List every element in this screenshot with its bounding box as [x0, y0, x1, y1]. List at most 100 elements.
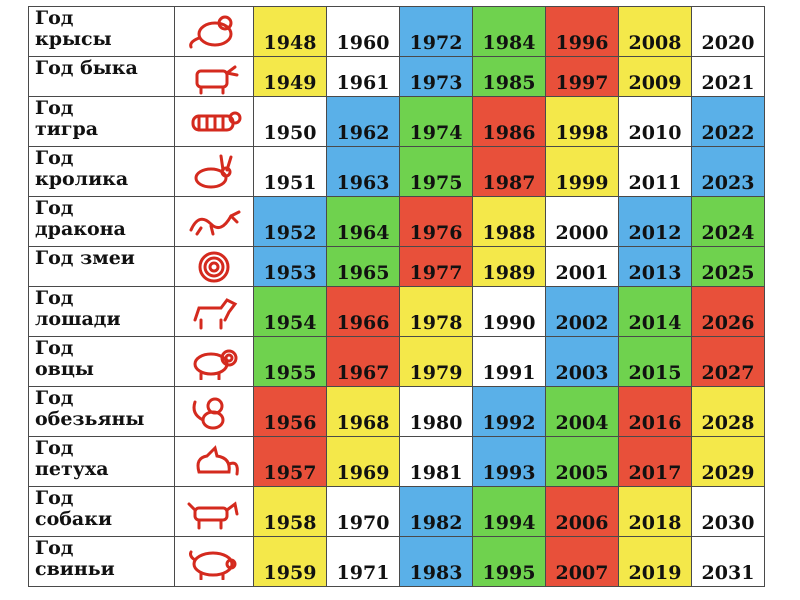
year-cell: 2030	[691, 486, 765, 537]
year-cell: 1956	[253, 386, 327, 437]
table-row: Год быка 1949 1961 1973 1985 1997 2009 2021	[28, 56, 765, 97]
year-cell: 1997	[545, 56, 619, 97]
year-cell: 1952	[253, 196, 327, 247]
table-row: Год лошади 1954 1966 1978 1990 2002 2014 2026	[28, 286, 765, 337]
table-row: Год петуха 1957 1969 1981 1993 2005 2017 2029	[28, 436, 765, 487]
year-cell: 1980	[399, 386, 473, 437]
year-cell: 1961	[326, 56, 400, 97]
tiger-icon	[175, 104, 253, 140]
monkey-icon	[175, 394, 253, 430]
zodiac-name: Год собаки	[28, 486, 175, 537]
year-cell: 2016	[618, 386, 692, 437]
year-cell: 1958	[253, 486, 327, 537]
year-cell: 2023	[691, 146, 765, 197]
year-cell: 1999	[545, 146, 619, 197]
year-cell: 1948	[253, 6, 327, 57]
year-cell: 2002	[545, 286, 619, 337]
year-cell: 2028	[691, 386, 765, 437]
year-cell: 1965	[326, 246, 400, 287]
year-cell: 2006	[545, 486, 619, 537]
ox-icon	[175, 59, 253, 95]
zodiac-table: Год крысы 1948 1960 1972 1984 1996 2008 2020 Год…	[28, 6, 765, 587]
year-cell: 1974	[399, 96, 473, 147]
year-cell: 2003	[545, 336, 619, 387]
table-row: Год обезьяны 1956 1968 1980 1992 2004 2016 2028	[28, 386, 765, 437]
zodiac-name: Год крысы	[28, 6, 175, 57]
pig-icon	[175, 544, 253, 580]
year-cell: 2021	[691, 56, 765, 97]
year-cell: 1976	[399, 196, 473, 247]
zodiac-icon-cell	[174, 436, 254, 487]
table-row: Год собаки 1958 1970 1982 1994 2006 2018 2030	[28, 486, 765, 537]
year-cell: 2012	[618, 196, 692, 247]
table-row: Год крысы 1948 1960 1972 1984 1996 2008 2020	[28, 6, 765, 57]
year-cell: 1993	[472, 436, 546, 487]
year-cell: 1955	[253, 336, 327, 387]
year-cell: 1972	[399, 6, 473, 57]
year-cell: 1967	[326, 336, 400, 387]
year-cell: 1996	[545, 6, 619, 57]
year-cell: 2007	[545, 536, 619, 587]
year-cell: 2031	[691, 536, 765, 587]
year-cell: 1975	[399, 146, 473, 197]
year-cell: 2025	[691, 246, 765, 287]
year-cell: 1981	[399, 436, 473, 487]
year-cell: 2027	[691, 336, 765, 387]
year-cell: 2022	[691, 96, 765, 147]
zodiac-name: Год быка	[28, 56, 175, 97]
year-cell: 1969	[326, 436, 400, 487]
year-cell: 1983	[399, 536, 473, 587]
year-cell: 1985	[472, 56, 546, 97]
year-cell: 1960	[326, 6, 400, 57]
year-cell: 1954	[253, 286, 327, 337]
rat-icon	[175, 14, 253, 50]
year-cell: 2019	[618, 536, 692, 587]
zodiac-name: Год тигра	[28, 96, 175, 147]
year-cell: 2024	[691, 196, 765, 247]
year-cell: 1968	[326, 386, 400, 437]
dog-icon	[175, 494, 253, 530]
table-row: Год овцы 1955 1967 1979 1991 2003 2015 2027	[28, 336, 765, 387]
table-row: Год тигра 1950 1962 1974 1986 1998 2010 2022	[28, 96, 765, 147]
year-cell: 1998	[545, 96, 619, 147]
year-cell: 2020	[691, 6, 765, 57]
year-cell: 1959	[253, 536, 327, 587]
year-cell: 1953	[253, 246, 327, 287]
year-cell: 1971	[326, 536, 400, 587]
dragon-icon	[175, 204, 253, 240]
snake-icon	[175, 249, 253, 285]
year-cell: 1989	[472, 246, 546, 287]
year-cell: 1987	[472, 146, 546, 197]
year-cell: 2011	[618, 146, 692, 197]
rabbit-icon	[175, 154, 253, 190]
year-cell: 2010	[618, 96, 692, 147]
year-cell: 1994	[472, 486, 546, 537]
year-cell: 1986	[472, 96, 546, 147]
zodiac-name: Год обезьяны	[28, 386, 175, 437]
year-cell: 1978	[399, 286, 473, 337]
year-cell: 2013	[618, 246, 692, 287]
zodiac-name: Год кролика	[28, 146, 175, 197]
year-cell: 1963	[326, 146, 400, 197]
year-cell: 1964	[326, 196, 400, 247]
zodiac-icon-cell	[174, 486, 254, 537]
year-cell: 2029	[691, 436, 765, 487]
year-cell: 2026	[691, 286, 765, 337]
year-cell: 1990	[472, 286, 546, 337]
year-cell: 1988	[472, 196, 546, 247]
year-cell: 1951	[253, 146, 327, 197]
zodiac-icon-cell	[174, 286, 254, 337]
zodiac-table-body: Год крысы 1948 1960 1972 1984 1996 2008 2020 Год…	[28, 6, 765, 587]
zodiac-icon-cell	[174, 56, 254, 97]
year-cell: 2015	[618, 336, 692, 387]
year-cell: 2014	[618, 286, 692, 337]
year-cell: 1977	[399, 246, 473, 287]
zodiac-icon-cell	[174, 386, 254, 437]
year-cell: 1984	[472, 6, 546, 57]
zodiac-icon-cell	[174, 336, 254, 387]
zodiac-icon-cell	[174, 146, 254, 197]
year-cell: 2008	[618, 6, 692, 57]
year-cell: 1949	[253, 56, 327, 97]
zodiac-name: Год петуха	[28, 436, 175, 487]
year-cell: 1966	[326, 286, 400, 337]
